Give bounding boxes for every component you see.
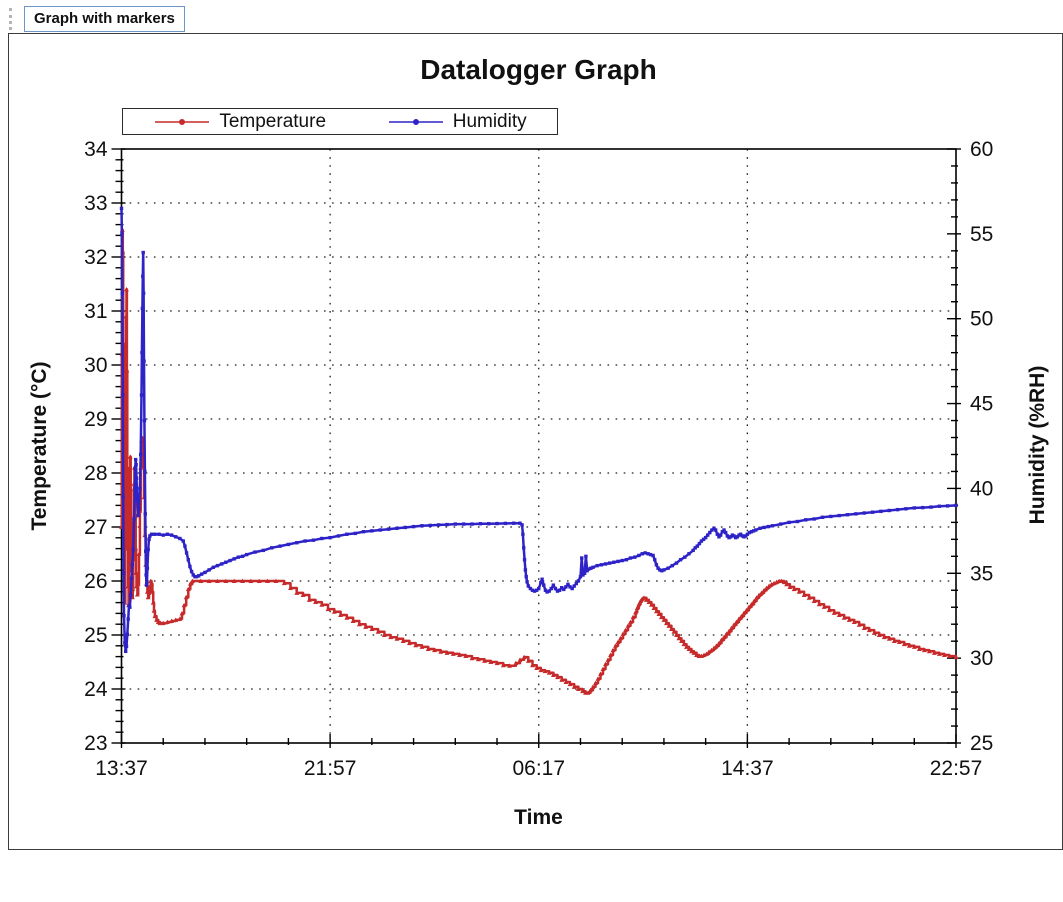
legend-label-temperature: Temperature	[219, 110, 327, 132]
legend-entry-humidity: Humidity	[387, 111, 527, 133]
svg-text:35: 35	[970, 562, 993, 585]
svg-text:60: 60	[970, 138, 993, 161]
svg-text:22:57: 22:57	[930, 757, 983, 780]
svg-text:40: 40	[970, 477, 993, 500]
svg-text:50: 50	[970, 308, 993, 331]
toolbar-grip-handle[interactable]	[9, 8, 12, 30]
temperature-line-swatch-icon	[155, 118, 210, 125]
svg-text:25: 25	[84, 624, 107, 647]
chart-legend: Temperature Humidity	[122, 108, 558, 135]
svg-text:13:37: 13:37	[95, 757, 148, 780]
svg-text:45: 45	[970, 393, 993, 416]
svg-text:25: 25	[970, 732, 993, 755]
chart-title: Datalogger Graph	[420, 54, 657, 85]
graph-with-markers-button[interactable]: Graph with markers	[24, 6, 185, 32]
legend-label-humidity: Humidity	[452, 110, 527, 132]
svg-text:28: 28	[84, 462, 107, 485]
chart-panel	[8, 33, 1063, 850]
x-axis-title: Time	[514, 806, 563, 829]
svg-text:33: 33	[84, 192, 107, 215]
y-axis-left-title: Temperature (°C)	[28, 361, 51, 531]
svg-text:30: 30	[84, 354, 107, 377]
humidity-line-swatch-icon	[388, 118, 443, 125]
svg-text:23: 23	[84, 732, 107, 755]
svg-text:30: 30	[970, 647, 993, 670]
svg-text:31: 31	[84, 300, 107, 323]
svg-text:29: 29	[84, 408, 107, 431]
svg-text:32: 32	[84, 246, 107, 269]
svg-text:21:57: 21:57	[304, 757, 357, 780]
svg-text:34: 34	[84, 138, 108, 161]
y-axis-right-title: Humidity (%RH)	[1026, 365, 1049, 525]
svg-text:24: 24	[84, 678, 108, 701]
svg-text:27: 27	[84, 516, 107, 539]
svg-text:55: 55	[970, 223, 993, 246]
svg-text:06:17: 06:17	[512, 757, 565, 780]
svg-text:14:37: 14:37	[721, 757, 774, 780]
chart-plot-area: 23 24 25 26 27 28 29 30 31 32 33 34 25 30 35 40 45 50 55 60…	[84, 138, 993, 780]
svg-text:26: 26	[84, 570, 107, 593]
legend-entry-temperature: Temperature	[153, 111, 326, 133]
